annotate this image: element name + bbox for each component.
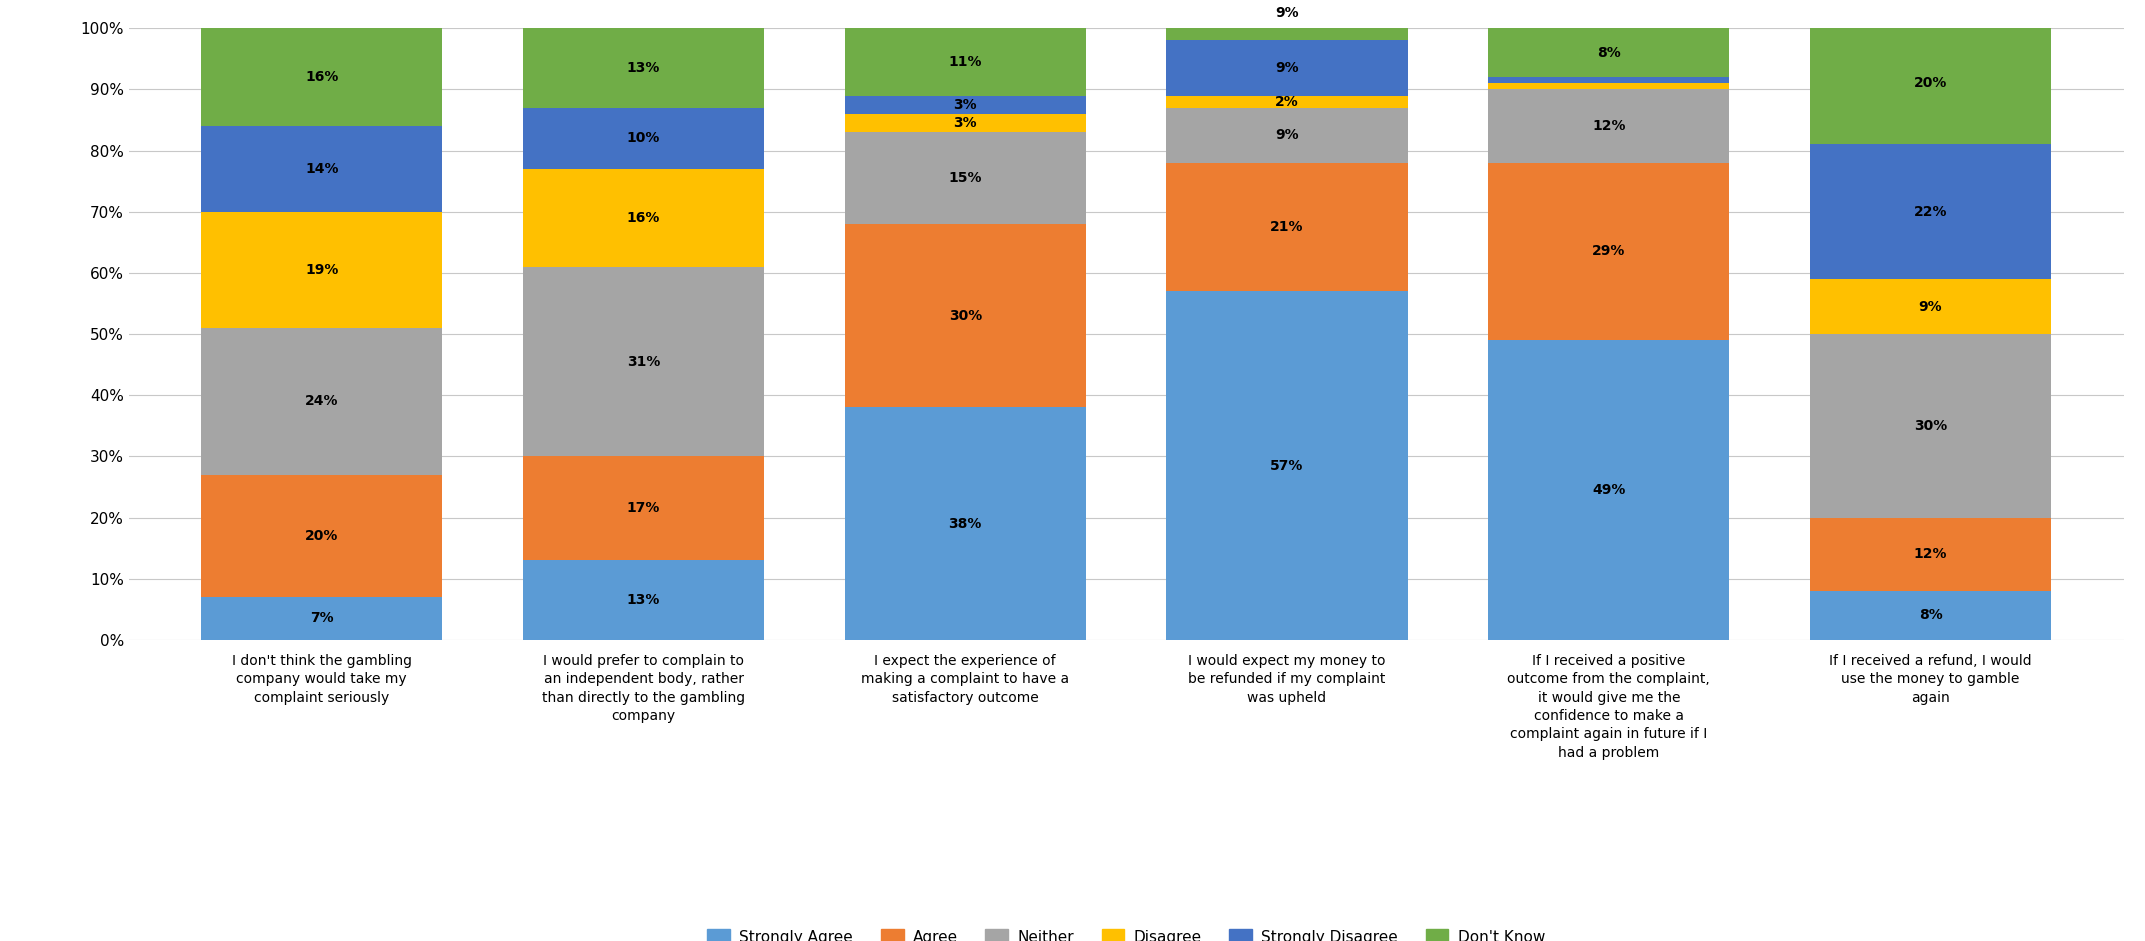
Bar	[202, 597, 442, 640]
Bar	[1167, 40, 1407, 96]
Bar	[202, 212, 442, 328]
Bar	[523, 267, 764, 456]
Text: 20%: 20%	[1913, 76, 1948, 90]
Bar	[1167, 108, 1407, 163]
Text: 11%: 11%	[948, 55, 982, 69]
Text: 12%: 12%	[1913, 548, 1948, 561]
Text: 17%: 17%	[626, 502, 661, 516]
Bar	[845, 224, 1085, 407]
Bar	[1810, 23, 2051, 145]
Legend: Strongly Agree, Agree, Neither, Disagree, Strongly Disagree, Don't Know: Strongly Agree, Agree, Neither, Disagree…	[701, 923, 1551, 941]
Bar	[1810, 591, 2051, 640]
Text: 2%: 2%	[1274, 95, 1300, 108]
Text: 3%: 3%	[952, 116, 978, 130]
Bar	[1167, 163, 1407, 292]
Text: 24%: 24%	[305, 394, 339, 408]
Bar	[1810, 279, 2051, 334]
Text: 57%: 57%	[1270, 458, 1304, 472]
Text: 9%: 9%	[1918, 299, 1943, 313]
Text: 9%: 9%	[1274, 128, 1300, 142]
Bar	[523, 560, 764, 640]
Text: 16%: 16%	[305, 71, 339, 84]
Text: 22%: 22%	[1913, 205, 1948, 218]
Text: 30%: 30%	[1913, 419, 1948, 433]
Bar	[845, 28, 1085, 96]
Bar	[202, 328, 442, 474]
Bar	[1167, 292, 1407, 640]
Bar	[1489, 77, 1729, 84]
Text: 30%: 30%	[948, 309, 982, 323]
Text: 3%: 3%	[952, 98, 978, 112]
Text: 10%: 10%	[626, 132, 661, 145]
Text: 49%: 49%	[1592, 483, 1626, 497]
Bar	[1489, 28, 1729, 77]
Text: 7%: 7%	[309, 612, 335, 626]
Bar	[1489, 89, 1729, 163]
Text: 29%: 29%	[1592, 245, 1626, 259]
Bar	[202, 126, 442, 212]
Bar	[523, 169, 764, 267]
Bar	[1489, 84, 1729, 89]
Text: 9%: 9%	[1274, 61, 1300, 75]
Bar	[1810, 518, 2051, 591]
Bar	[1167, 96, 1407, 108]
Bar	[523, 108, 764, 169]
Text: 13%: 13%	[626, 61, 661, 75]
Bar	[523, 456, 764, 560]
Text: 8%: 8%	[1918, 609, 1943, 622]
Text: 19%: 19%	[305, 263, 339, 277]
Text: 14%: 14%	[305, 162, 339, 176]
Text: 20%: 20%	[305, 529, 339, 543]
Bar	[845, 133, 1085, 224]
Text: 15%: 15%	[948, 171, 982, 185]
Text: 38%: 38%	[948, 517, 982, 531]
Bar	[845, 96, 1085, 114]
Text: 9%: 9%	[1274, 6, 1300, 20]
Bar	[1489, 163, 1729, 341]
Bar	[202, 28, 442, 126]
Bar	[845, 114, 1085, 133]
Text: 21%: 21%	[1270, 220, 1304, 234]
Text: 8%: 8%	[1596, 46, 1622, 59]
Bar	[1810, 144, 2051, 279]
Bar	[202, 474, 442, 597]
Text: 13%: 13%	[626, 593, 661, 607]
Text: 12%: 12%	[1592, 120, 1626, 133]
Text: 16%: 16%	[626, 211, 661, 225]
Bar	[845, 407, 1085, 640]
Bar	[1167, 0, 1407, 40]
Bar	[1489, 341, 1729, 640]
Bar	[1810, 334, 2051, 518]
Text: 31%: 31%	[626, 355, 661, 369]
Bar	[523, 28, 764, 108]
